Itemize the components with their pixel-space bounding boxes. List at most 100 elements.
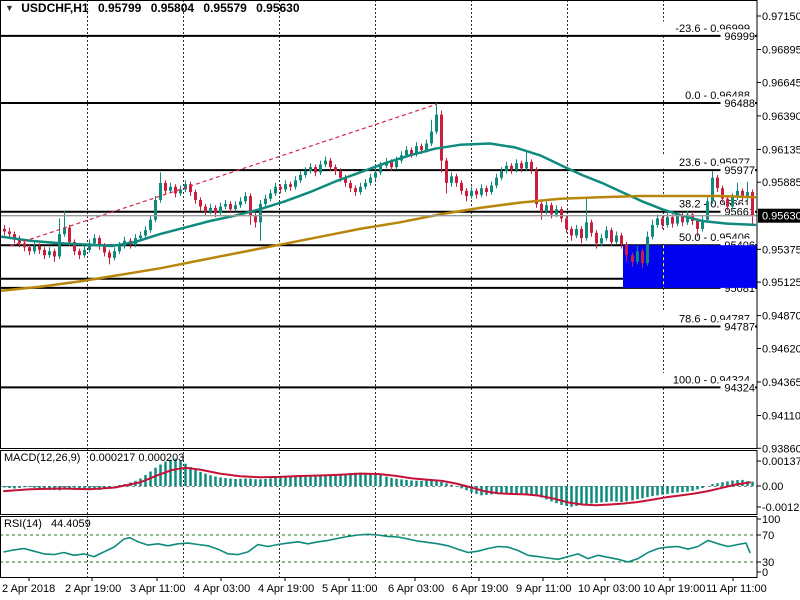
time-axis-label: 2 Apr 19:00 — [65, 583, 121, 595]
price-axis-label: 0.96895 — [762, 45, 800, 57]
macd-indicator-label: MACD(12,26,9) 0.000217 0.000203 — [4, 452, 184, 464]
candle-body — [289, 184, 292, 187]
rsi-panel[interactable] — [0, 533, 757, 563]
candle-body — [535, 169, 538, 204]
candle-body — [244, 196, 247, 202]
candle-body — [154, 200, 157, 220]
candle-body — [550, 205, 553, 215]
candle-body — [239, 201, 242, 206]
candle-body — [269, 193, 272, 199]
price-axis-label: 0.97150 — [762, 11, 800, 23]
dropdown-triangle-icon[interactable]: ▼ — [5, 3, 14, 13]
candle-body — [189, 184, 192, 193]
candlestick-series[interactable] — [3, 102, 754, 269]
candle-body — [726, 198, 729, 207]
time-axis-label: 4 Apr 03:00 — [194, 583, 250, 595]
current-price-marker-label: 0.95630 — [762, 211, 800, 223]
macd-panel-border — [0, 450, 758, 515]
candle-body — [319, 164, 322, 173]
candle-body — [63, 227, 66, 235]
candle-body — [636, 251, 639, 262]
time-axis-label: 4 Apr 19:00 — [258, 583, 314, 595]
candle-body — [625, 244, 628, 256]
candle-body — [164, 182, 167, 191]
candle-body — [108, 252, 111, 258]
candle-body — [58, 234, 61, 257]
rsi-axis-label: 30 — [762, 557, 774, 569]
candle-body — [169, 186, 172, 191]
candle-body — [610, 230, 613, 242]
price-axis-label: 0.93860 — [762, 443, 800, 455]
fib-edge-label-bg — [720, 380, 755, 394]
candle-body — [711, 177, 714, 202]
macd-panel[interactable] — [0, 458, 757, 507]
candle-body — [18, 239, 21, 244]
fib-edge-price-label: 96999 — [724, 31, 755, 43]
candle-body — [279, 186, 282, 190]
trendline-dashed[interactable] — [9, 103, 438, 247]
candle-body — [585, 222, 588, 239]
candle-body — [656, 218, 659, 225]
candle-body — [3, 228, 6, 232]
highlight-rectangle-zone[interactable] — [623, 245, 757, 288]
price-axis-label: 0.96645 — [762, 77, 800, 89]
candle-body — [48, 251, 51, 256]
rsi-axis-label: 0 — [762, 567, 768, 579]
candle-body — [144, 230, 147, 236]
candle-body — [530, 161, 533, 170]
candle-body — [249, 196, 252, 216]
candle-body — [73, 242, 76, 252]
price-axis-label: 0.95125 — [762, 277, 800, 289]
ohlc-low: 0.95579 — [203, 1, 247, 15]
macd-values: 0.000217 0.000203 — [89, 452, 185, 464]
candle-body — [600, 238, 603, 244]
time-axis-label: 11 Apr 11:00 — [706, 583, 767, 595]
candle-body — [580, 228, 583, 239]
time-axis-label: 5 Apr 11:00 — [322, 583, 377, 595]
candle-body — [646, 236, 649, 264]
candle-body — [369, 177, 372, 183]
rsi-axis-label: 70 — [762, 530, 774, 542]
candle-body — [159, 182, 162, 200]
candle-body — [721, 188, 724, 199]
candle-body — [676, 215, 679, 224]
time-axis-label: 3 Apr 11:00 — [130, 583, 185, 595]
candle-body — [565, 218, 568, 229]
candle-body — [199, 200, 202, 207]
candle-body — [329, 160, 332, 168]
candle-body — [294, 180, 297, 187]
candle-body — [500, 171, 503, 178]
candle-body — [555, 209, 558, 215]
candle-body — [28, 247, 31, 252]
candle-body — [510, 165, 513, 170]
candle-body — [259, 203, 262, 223]
rsi-panel-border — [0, 516, 758, 578]
price-axis-label: 0.96135 — [762, 144, 800, 156]
fib-edge-price-label: 95977 — [724, 165, 755, 177]
candle-body — [415, 146, 418, 154]
candle-body — [219, 206, 222, 214]
candle-body — [455, 176, 458, 183]
time-axis[interactable]: 2 Apr 2018 2 Apr 19:00 3 Apr 11:00 4 Apr 03… — [2, 577, 767, 595]
rsi-line — [3, 533, 751, 563]
fib-edge-price-label: 94787 — [724, 322, 755, 334]
candle-body — [309, 167, 312, 171]
rsi-indicator-label: RSI(14) 44.4059 — [4, 518, 91, 530]
ohlc-high: 0.95804 — [150, 1, 195, 15]
symbol-ohlc-bar: ▼ USDCHF,H1 0.95799 0.95804 0.95579 0.95… — [5, 1, 300, 15]
moving-average-gold — [0, 194, 757, 292]
candle-body — [480, 188, 483, 195]
candle-body — [671, 217, 674, 224]
fib-edge-price-label: 96488 — [724, 98, 755, 110]
candle-body — [43, 249, 46, 256]
candle-body — [8, 231, 11, 235]
price-axis[interactable]: 0.97150 0.96895 0.96645 0.96390 0.96135 0.958… — [757, 11, 800, 579]
fib-edge-label-bg — [720, 96, 755, 110]
candle-body — [420, 146, 423, 150]
candle-body — [751, 192, 754, 216]
time-axis-label: 6 Apr 03:00 — [388, 583, 444, 595]
candle-body — [545, 205, 548, 212]
